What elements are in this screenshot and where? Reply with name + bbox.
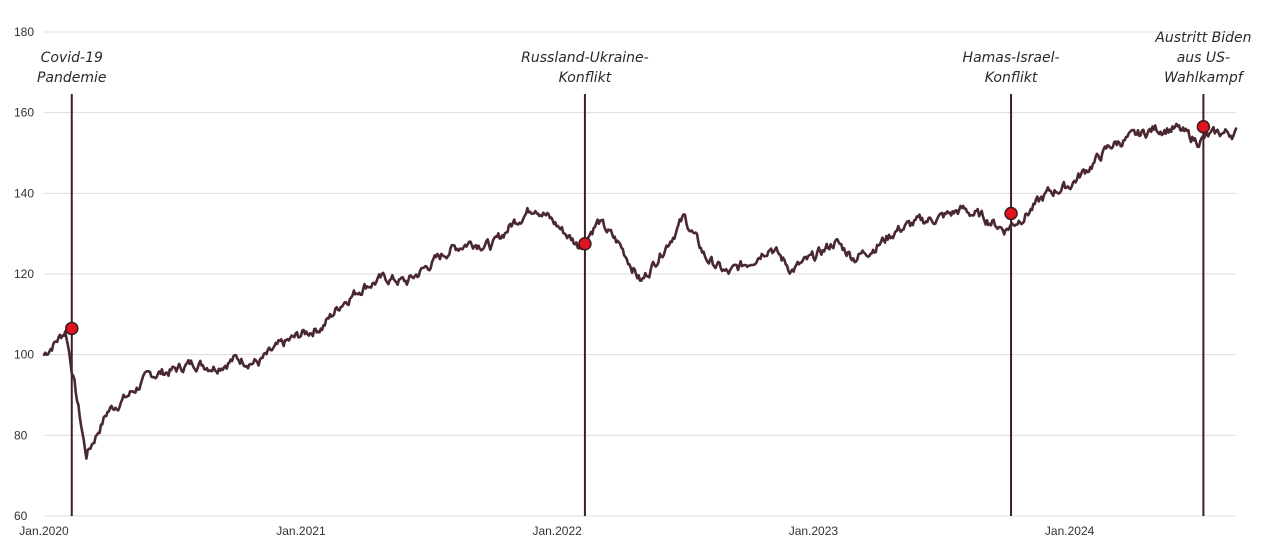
x-tick-label: Jan.2023	[789, 524, 839, 538]
series-layer	[42, 122, 1238, 460]
y-tick-label: 120	[14, 267, 34, 281]
x-tick-label: Jan.2024	[1045, 524, 1095, 538]
event-marker	[1196, 120, 1211, 134]
y-tick-label: 60	[14, 509, 28, 523]
x-tick-label: Jan.2021	[276, 524, 326, 538]
event-label: Hamas-Israel-	[963, 50, 1060, 66]
grid-layer	[44, 31, 1236, 517]
x-tick-label: Jan.2020	[19, 524, 69, 538]
event-label: aus US-	[1177, 50, 1230, 66]
event-lines	[70, 94, 1205, 516]
event-marker	[65, 321, 79, 336]
y-tick-label: 140	[14, 186, 34, 200]
event-label: Austritt Biden	[1154, 30, 1251, 46]
y-tick-label: 160	[14, 106, 34, 120]
event-label: Konflikt	[985, 70, 1038, 86]
y-axis-ticks: 60 80 100 120 140 160 180	[14, 25, 34, 523]
series-line	[42, 122, 1238, 460]
event-label: Covid-19	[41, 50, 103, 66]
event-labels: Covid-19 Pandemie Russland-Ukraine- Konflik…	[37, 30, 1251, 86]
event-label: Konflikt	[559, 70, 612, 86]
event-label: Russland-Ukraine-	[521, 50, 649, 66]
event-label: Pandemie	[37, 70, 107, 86]
event-label: Wahlkampf	[1164, 70, 1245, 86]
y-tick-label: 80	[14, 428, 28, 442]
y-tick-label: 180	[14, 25, 34, 39]
x-tick-label: Jan.2022	[532, 524, 582, 538]
event-marker	[578, 237, 592, 251]
x-axis-ticks: Jan.2020 Jan.2021 Jan.2022 Jan.2023 Jan.2024	[19, 524, 1094, 538]
y-tick-label: 100	[14, 348, 34, 362]
event-marker	[1004, 206, 1018, 221]
event-markers	[65, 120, 1211, 336]
